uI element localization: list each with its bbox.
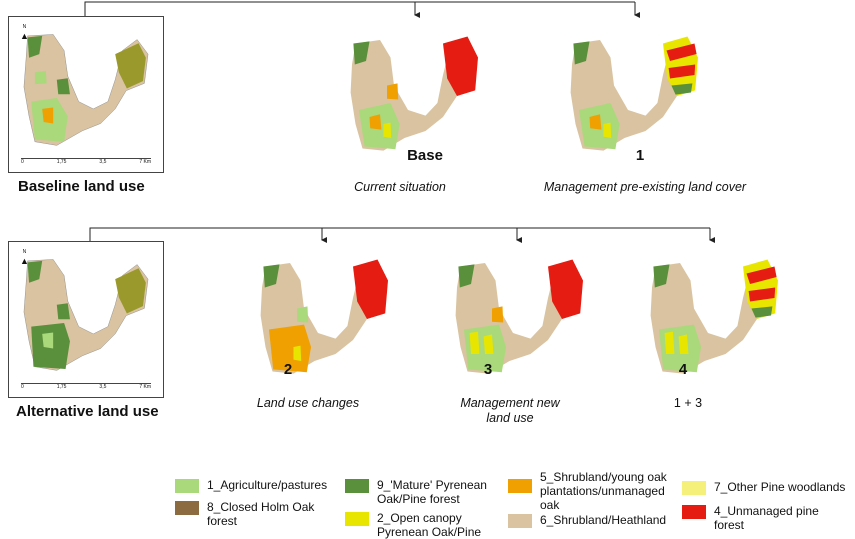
legend-item: 8_Closed Holm Oak forest [175, 500, 355, 528]
scalebar-tick: 3,5 [99, 159, 107, 165]
scalebar-tick: 7 Km [139, 159, 151, 165]
legend-label: 7_Other Pine woodlands [714, 480, 846, 494]
baseline-map [13, 21, 159, 153]
alternative-title: Alternative land use [16, 403, 159, 420]
baseline-title: Baseline land use [18, 178, 145, 195]
north-label: N [22, 249, 27, 255]
north-arrow-icon: ▲ [20, 31, 29, 41]
scalebar: 0 1,75 3,5 7 Km [21, 380, 151, 390]
legend-label: 9_'Mature' Pyrenean Oak/Pine forest [377, 478, 487, 506]
scenario-1-caption: Management pre-existing land cover [543, 180, 747, 194]
scenario-1-code: 1 [635, 147, 645, 164]
scenario-3-map [450, 248, 590, 383]
scalebar-tick: 1,75 [56, 159, 67, 165]
legend-label: 4_Unmanaged pine forest [714, 504, 819, 532]
legend-item: 2_Open canopy Pyrenean Oak/Pine [345, 511, 515, 539]
scenario-4-map [645, 248, 785, 383]
north-arrow: N ▲ [20, 23, 29, 41]
baseline-map-frame: N ▲ 0 1,75 3,5 7 Km [8, 16, 164, 173]
scenario-2-map [255, 248, 395, 383]
legend-item: 6_Shrubland/Heathland [508, 513, 688, 528]
legend-item: 4_Unmanaged pine forest [682, 504, 854, 532]
legend-swatch [345, 479, 369, 493]
scenario-base-caption: Current situation [354, 180, 446, 194]
bottom-connector-line [89, 227, 710, 241]
scalebar-tick: 7 Km [139, 384, 151, 390]
legend-item: 9_'Mature' Pyrenean Oak/Pine forest [345, 478, 515, 506]
scalebar-tick: 0 [21, 384, 24, 390]
legend-label: 2_Open canopy Pyrenean Oak/Pine [377, 511, 482, 539]
scenario-2-code: 2 [283, 361, 293, 378]
legend-label: 1_Agriculture/pastures [207, 478, 328, 492]
legend-swatch [175, 501, 199, 515]
legend-swatch [508, 479, 532, 493]
top-connector-line [84, 1, 635, 16]
legend-swatch [175, 479, 199, 493]
legend-swatch [682, 481, 706, 495]
scalebar-tick: 3,5 [99, 384, 107, 390]
scenario-2-caption: Land use changes [256, 396, 360, 410]
legend-swatch [508, 514, 532, 528]
north-arrow-icon: ▲ [20, 256, 29, 266]
legend-label: 8_Closed Holm Oak forest [207, 500, 315, 528]
north-label: N [22, 24, 27, 30]
scenario-base-map [345, 25, 485, 160]
scenario-4-caption: 1 + 3 [673, 396, 703, 410]
alternative-map [13, 246, 159, 378]
legend-label: 5_Shrubland/young oak plantations/unmana… [540, 470, 667, 512]
north-arrow: N ▲ [20, 248, 29, 266]
scalebar-tick: 1,75 [56, 384, 67, 390]
scenario-base-code: Base [407, 147, 443, 164]
scenario-1-map [565, 25, 705, 160]
legend-swatch [345, 512, 369, 526]
alternative-map-frame: N ▲ 0 1,75 3,5 7 Km [8, 241, 164, 398]
scenario-3-caption: Management new land use [460, 396, 560, 425]
scalebar-tick: 0 [21, 159, 24, 165]
legend-item: 7_Other Pine woodlands [682, 480, 854, 495]
legend-item: 1_Agriculture/pastures [175, 478, 355, 493]
scalebar: 0 1,75 3,5 7 Km [21, 155, 151, 165]
scenario-3-code: 3 [483, 361, 493, 378]
legend-swatch [682, 505, 706, 519]
scenario-4-code: 4 [678, 361, 688, 378]
legend-item: 5_Shrubland/young oak plantations/unmana… [508, 470, 688, 512]
legend-label: 6_Shrubland/Heathland [540, 513, 667, 527]
